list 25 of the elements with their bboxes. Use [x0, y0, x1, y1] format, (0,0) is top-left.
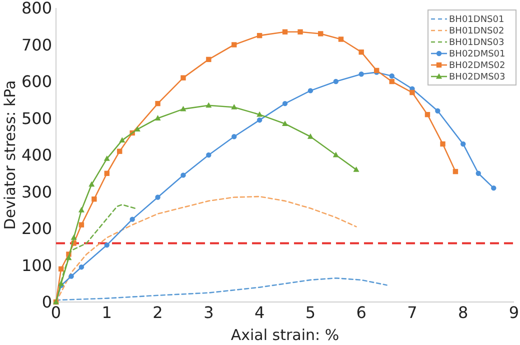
y-axis-title: Deviator stress: kPa	[1, 80, 19, 230]
x-tick-label: 2	[152, 303, 163, 322]
x-tick-label: 7	[407, 303, 418, 322]
y-tick-label: 300	[21, 182, 52, 202]
y-tick-label: 100	[21, 256, 52, 275]
legend-label: BH01DNS02	[449, 26, 504, 37]
x-tick-label: 6	[356, 303, 366, 322]
x-tick-label: 3	[204, 303, 214, 322]
x-tick-label: 5	[305, 303, 316, 322]
legend-label: BH01DNS03	[449, 38, 504, 48]
y-tick-label: 800	[21, 0, 52, 18]
x-tick-label: 4	[254, 303, 265, 322]
x-axis-title: Axial strain: %	[230, 326, 340, 344]
x-tick-label: 1	[102, 303, 112, 322]
y-tick-label: 500	[21, 108, 52, 128]
legend-label: BH01DNS01	[449, 15, 504, 26]
legend-label: BH02DMS03	[449, 72, 506, 83]
y-tick-label: 200	[21, 219, 52, 238]
x-tick-label: 8	[458, 303, 468, 322]
x-tick-label: 9	[508, 303, 520, 322]
legend-label: BH02DMS01	[449, 50, 506, 60]
legend-label: BH02DMS02	[449, 61, 506, 72]
y-tick-label: 600	[21, 72, 52, 92]
y-tick-label: 400	[21, 146, 52, 165]
y-tick-label: 700	[21, 35, 52, 54]
